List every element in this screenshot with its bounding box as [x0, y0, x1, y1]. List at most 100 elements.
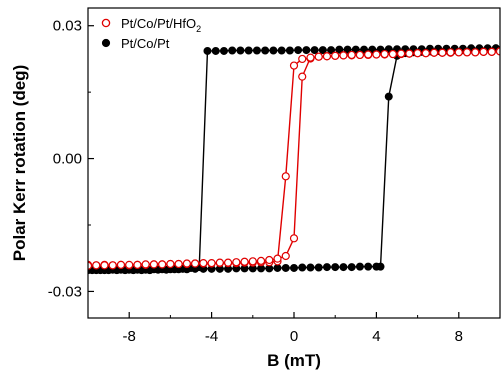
data-point-pt-co-pt-hfo2 [454, 48, 463, 57]
data-point-pt-co-pt-hfo2 [471, 48, 480, 57]
data-point-pt-co-pt [294, 46, 303, 55]
y-axis-label: Polar Kerr rotation (deg) [10, 65, 29, 261]
data-point-pt-co-pt [347, 263, 356, 272]
y-tick-label: 0.00 [53, 151, 82, 168]
data-point-pt-co-pt [302, 46, 311, 55]
data-point-pt-co-pt-hfo2 [232, 258, 241, 267]
data-point-pt-co-pt-hfo2 [413, 49, 422, 58]
data-point-pt-co-pt [355, 262, 364, 271]
data-point-pt-co-pt-hfo2 [397, 49, 406, 58]
legend-marker-pt-co-pt [101, 38, 111, 48]
data-point-pt-co-pt [335, 45, 344, 54]
data-point-pt-co-pt [327, 46, 336, 55]
data-point-pt-co-pt-hfo2 [314, 52, 323, 61]
data-point-pt-co-pt-hfo2 [248, 257, 257, 266]
x-tick-label: 0 [290, 328, 298, 345]
data-point-pt-co-pt-hfo2 [487, 47, 496, 56]
data-point-pt-co-pt-hfo2 [256, 256, 266, 265]
data-point-pt-co-pt [290, 263, 298, 272]
data-point-pt-co-pt-hfo2 [298, 72, 307, 81]
data-point-pt-co-pt [343, 45, 352, 54]
data-point-pt-co-pt-hfo2 [141, 260, 150, 269]
data-point-pt-co-pt-hfo2 [289, 61, 299, 70]
data-point-pt-co-pt [331, 263, 340, 272]
data-point-pt-co-pt [252, 46, 261, 55]
data-point-pt-co-pt-hfo2 [223, 258, 233, 267]
legend-label-subscript: 2 [196, 24, 201, 34]
data-point-pt-co-pt [269, 46, 278, 55]
data-point-pt-co-pt-hfo2 [331, 51, 340, 60]
legend-label-main: Pt/Co/Pt/HfO [121, 16, 196, 31]
data-point-pt-co-pt [273, 263, 282, 272]
data-point-pt-co-pt-hfo2 [462, 48, 472, 57]
data-point-pt-co-pt [137, 266, 146, 275]
data-point-pt-co-pt-hfo2 [116, 260, 126, 269]
data-point-pt-co-pt [211, 46, 220, 55]
legend-marker-pt-co-pt-hfo2 [101, 18, 111, 28]
data-point-pt-co-pt-hfo2 [405, 49, 414, 58]
data-point-pt-co-pt-hfo2 [446, 48, 455, 57]
data-point-pt-co-pt [322, 263, 331, 272]
legend-label-pt-co-pt: Pt/Co/Pt [121, 36, 170, 51]
data-point-pt-co-pt [145, 266, 154, 275]
data-point-pt-co-pt-hfo2 [166, 259, 175, 269]
data-point-pt-co-pt-hfo2 [438, 48, 447, 57]
data-point-pt-co-pt-hfo2 [289, 234, 299, 243]
data-point-pt-co-pt [170, 265, 179, 274]
x-tick-label: 8 [455, 328, 463, 345]
data-point-pt-co-pt-hfo2 [347, 50, 356, 60]
data-point-pt-co-pt [314, 263, 323, 272]
x-tick-label: 4 [372, 328, 380, 345]
data-point-pt-co-pt [364, 262, 373, 271]
data-point-pt-co-pt-hfo2 [322, 52, 332, 61]
data-point-pt-co-pt [376, 262, 385, 271]
data-point-pt-co-pt [298, 263, 307, 272]
data-point-pt-co-pt [351, 45, 360, 54]
data-point-pt-co-pt-hfo2 [88, 261, 93, 270]
data-point-pt-co-pt-hfo2 [355, 50, 365, 60]
data-point-pt-co-pt-hfo2 [306, 53, 315, 62]
data-point-pt-co-pt-hfo2 [281, 172, 290, 181]
series-clip-group [88, 44, 500, 275]
data-point-pt-co-pt-hfo2 [479, 47, 488, 56]
data-point-pt-co-pt [277, 46, 286, 55]
data-point-pt-co-pt-hfo2 [281, 251, 290, 261]
data-point-pt-co-pt-hfo2 [149, 260, 159, 269]
data-point-pt-co-pt [228, 46, 237, 55]
data-point-pt-co-pt-hfo2 [421, 49, 430, 58]
data-point-pt-co-pt-hfo2 [265, 255, 274, 265]
data-point-pt-co-pt [318, 46, 327, 55]
series-layer [88, 44, 500, 275]
x-tick-label: -8 [123, 328, 136, 345]
x-tick-label: -4 [205, 328, 218, 345]
data-point-pt-co-pt-hfo2 [108, 261, 117, 270]
data-point-pt-co-pt-hfo2 [240, 257, 249, 266]
x-axis-label: B (mT) [267, 351, 321, 370]
data-point-pt-co-pt-hfo2 [380, 49, 389, 59]
data-point-pt-co-pt [339, 263, 348, 272]
legend: Pt/Co/Pt/HfO2 Pt/Co/Pt [101, 16, 201, 51]
data-point-pt-co-pt [310, 46, 319, 55]
data-point-pt-co-pt-hfo2 [174, 259, 183, 269]
series-line-pt-co-pt-hfo2-branch-1 [88, 50, 500, 267]
data-point-pt-co-pt-hfo2 [158, 260, 167, 269]
ticks-layer: -8 -4 0 4 8 0.03 0.00 -0.03 [48, 18, 501, 345]
data-point-pt-co-pt-hfo2 [133, 260, 142, 269]
data-point-pt-co-pt [306, 263, 315, 272]
data-point-pt-co-pt-hfo2 [298, 54, 307, 64]
data-point-pt-co-pt [236, 46, 245, 55]
data-point-pt-co-pt [203, 46, 212, 55]
data-point-pt-co-pt-hfo2 [100, 261, 109, 270]
y-tick-label: -0.03 [48, 283, 82, 300]
data-point-pt-co-pt-hfo2 [92, 261, 101, 270]
data-point-pt-co-pt [244, 46, 253, 55]
data-point-pt-co-pt-hfo2 [273, 254, 282, 263]
data-point-pt-co-pt-hfo2 [339, 51, 348, 60]
data-point-pt-co-pt [281, 263, 290, 272]
data-point-pt-co-pt [162, 265, 171, 274]
data-point-pt-co-pt-hfo2 [495, 47, 500, 56]
y-tick-label: 0.03 [53, 18, 82, 35]
data-point-pt-co-pt-hfo2 [215, 258, 224, 267]
data-point-pt-co-pt-hfo2 [207, 258, 216, 268]
